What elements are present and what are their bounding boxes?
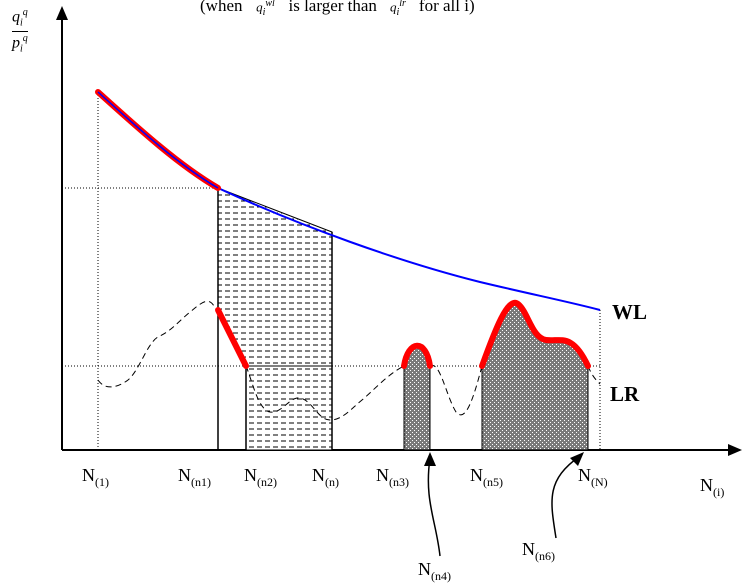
arrow-label-n4: N(n4) bbox=[418, 560, 451, 582]
x-label-nn1-base: N bbox=[178, 465, 191, 485]
x-label-n1: N(1) bbox=[82, 466, 109, 488]
x-label-ni-sub: (i) bbox=[713, 485, 725, 499]
frac1-den-base: q bbox=[256, 0, 263, 15]
x-label-nN-sub: (N) bbox=[591, 475, 608, 489]
arrow-n4-head bbox=[424, 452, 436, 466]
x-label-nn1-sub: (n1) bbox=[191, 475, 211, 489]
y-label-den-base: p bbox=[12, 33, 20, 51]
x-label-nn: N(n) bbox=[312, 466, 339, 488]
x-axis-arrowhead bbox=[728, 444, 742, 456]
arrow-label-n4-base: N bbox=[418, 559, 431, 579]
condition-suffix: for all i) bbox=[418, 0, 475, 15]
x-label-ni: N(i) bbox=[700, 476, 724, 498]
x-label-nn2-base: N bbox=[244, 465, 257, 485]
y-label-num-sup: q bbox=[22, 7, 28, 18]
frac1-den-sup: wl bbox=[265, 0, 275, 9]
x-label-nn1: N(n1) bbox=[178, 466, 211, 488]
x-label-nN-base: N bbox=[578, 465, 591, 485]
arrow-label-n6-base: N bbox=[522, 539, 535, 559]
x-label-nn5: N(n5) bbox=[470, 466, 503, 488]
x-label-nn2-sub: (n2) bbox=[257, 475, 277, 489]
highlight-lr-segment-n1-n2 bbox=[215, 307, 249, 369]
highlight-wl-segment bbox=[95, 89, 221, 191]
x-label-nn-sub: (n) bbox=[325, 475, 339, 489]
lr-label: LR bbox=[610, 382, 640, 406]
x-label-nn-base: N bbox=[312, 465, 325, 485]
pointer-arrows bbox=[424, 452, 584, 557]
x-label-nn3: N(n3) bbox=[376, 466, 409, 488]
y-axis-label: qiq piq bbox=[12, 8, 28, 54]
arrow-n4 bbox=[427, 457, 441, 557]
arrow-n6-head bbox=[570, 452, 584, 466]
x-label-nn3-sub: (n3) bbox=[389, 475, 409, 489]
y-label-den-sub: i bbox=[20, 43, 23, 55]
wl-label: WL bbox=[612, 300, 648, 324]
reference-lines bbox=[62, 92, 601, 450]
x-label-nn2: N(n2) bbox=[244, 466, 277, 488]
condition-middle: is larger than bbox=[288, 0, 377, 15]
x-label-nn5-sub: (n5) bbox=[483, 475, 503, 489]
arrow-label-n6-sub: (n6) bbox=[535, 549, 555, 563]
arrow-label-n6: N(n6) bbox=[522, 540, 555, 562]
condition-header: (when qiwl is larger than qilr for all i… bbox=[200, 0, 475, 18]
y-label-num-sub: i bbox=[20, 17, 23, 29]
highlight-lr-segment-n5-nN bbox=[479, 299, 591, 369]
y-label-den-sup: q bbox=[22, 32, 28, 44]
axes bbox=[56, 6, 742, 456]
frac1-den-sub: i bbox=[262, 6, 266, 18]
condition-fraction-wl: qiwl bbox=[248, 0, 282, 18]
hatched-lower-area bbox=[245, 365, 333, 451]
hatched-region bbox=[217, 187, 333, 451]
highlight-lr-segment-n3-n4 bbox=[401, 342, 433, 369]
x-label-n1-sub: (1) bbox=[95, 475, 109, 489]
arrow-n6 bbox=[551, 455, 581, 539]
frac2-den-sub: i bbox=[396, 6, 400, 18]
frac2-den-sup: lr bbox=[399, 0, 406, 9]
arrow-label-n4-sub: (n4) bbox=[431, 569, 451, 583]
x-label-n1-base: N bbox=[82, 465, 95, 485]
frac2-den-base: q bbox=[389, 0, 397, 15]
x-label-ni-base: N bbox=[700, 475, 713, 495]
condition-prefix: (when bbox=[200, 0, 243, 15]
y-axis-arrowhead bbox=[56, 6, 68, 20]
wl-curve bbox=[97, 91, 601, 311]
x-label-nn5-base: N bbox=[470, 465, 483, 485]
y-label-num-base: q bbox=[12, 8, 20, 26]
x-label-nn3-base: N bbox=[376, 465, 389, 485]
x-label-nN: N(N) bbox=[578, 466, 608, 488]
wl-curve-overlay bbox=[97, 91, 219, 189]
condition-fraction-lr: qilr bbox=[383, 0, 413, 18]
